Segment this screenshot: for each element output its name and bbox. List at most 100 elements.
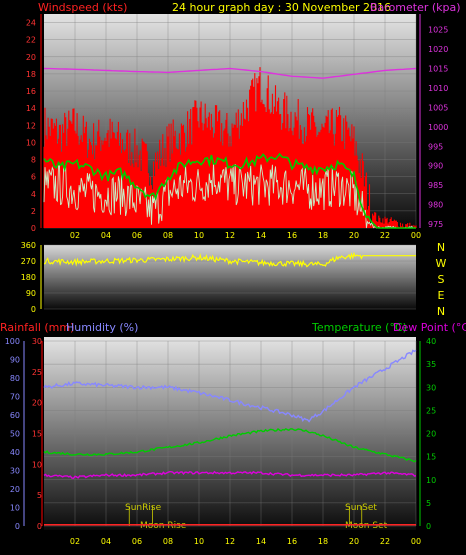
wind-x-tick-label: 06 bbox=[132, 231, 142, 240]
dewpoint-axis-title: Dew Point (°C) bbox=[393, 321, 466, 334]
temperature-tick-label: 10 bbox=[426, 476, 436, 485]
wind-x-tick-label: 20 bbox=[349, 231, 359, 240]
temperature-tick-label: 25 bbox=[426, 406, 436, 415]
chart-title: 24 hour graph day : 30 November 2016 bbox=[172, 1, 391, 14]
temp-x-tick-label: 00 bbox=[411, 537, 421, 546]
rainfall-axis-title: Rainfall (mm) bbox=[0, 321, 74, 334]
windspeed-tick-label: 14 bbox=[26, 104, 36, 113]
direction-tick-label: 0 bbox=[31, 305, 36, 314]
windspeed-tick-label: 16 bbox=[26, 87, 36, 96]
temperature-tick-label: 15 bbox=[426, 453, 436, 462]
rainfall-tick-label: 5 bbox=[37, 491, 42, 500]
windspeed-tick-label: 22 bbox=[26, 36, 36, 45]
temperature-axis-title: Temperature (°C) bbox=[311, 321, 407, 334]
compass-label-n-bottom: N bbox=[437, 305, 445, 318]
barometer-tick-label: 990 bbox=[428, 162, 443, 171]
temperature-tick-label: 40 bbox=[426, 337, 436, 346]
humidity-tick-label: 40 bbox=[10, 448, 20, 457]
humidity-tick-label: 90 bbox=[10, 356, 20, 365]
temperature-tick-label: 5 bbox=[426, 499, 431, 508]
barometer-series bbox=[43, 67, 417, 79]
temperature-tick-label: 0 bbox=[426, 522, 431, 531]
direction-tick-label: 90 bbox=[26, 289, 36, 298]
temp-x-tick-label: 22 bbox=[380, 537, 390, 546]
wind-direction-series bbox=[43, 251, 416, 268]
wind-speed-series bbox=[43, 162, 417, 229]
windspeed-tick-label: 24 bbox=[26, 19, 36, 28]
humidity-tick-label: 20 bbox=[10, 485, 20, 494]
rainfall-tick-label: 0 bbox=[37, 522, 42, 531]
humidity-tick-label: 10 bbox=[10, 504, 20, 513]
humidity-tick-label: 100 bbox=[5, 337, 20, 346]
wind-x-tick-label: 02 bbox=[70, 231, 80, 240]
rainfall-tick-label: 30 bbox=[32, 337, 42, 346]
windspeed-tick-label: 2 bbox=[31, 207, 36, 216]
sunset-label: SunSet bbox=[345, 503, 377, 513]
wind-x-tick-label: 22 bbox=[380, 231, 390, 240]
wind-x-tick-label: 14 bbox=[256, 231, 266, 240]
barometer-tick-label: 1015 bbox=[428, 64, 448, 73]
temp-x-tick-label: 14 bbox=[256, 537, 266, 546]
compass-label-e: E bbox=[438, 289, 445, 302]
compass-label-w: W bbox=[436, 257, 447, 270]
wind-x-tick-label: 00 bbox=[411, 231, 421, 240]
temp-x-tick-label: 12 bbox=[225, 537, 235, 546]
humidity-series bbox=[43, 349, 417, 423]
wind-x-tick-label: 04 bbox=[101, 231, 111, 240]
rainfall-tick-label: 15 bbox=[32, 430, 42, 439]
rainfall-tick-label: 25 bbox=[32, 368, 42, 377]
rainfall-tick-label: 20 bbox=[32, 399, 42, 408]
windspeed-tick-label: 0 bbox=[31, 224, 36, 233]
humidity-axis-title: Humidity (%) bbox=[66, 321, 138, 334]
humidity-tick-label: 80 bbox=[10, 374, 20, 383]
windspeed-tick-label: 20 bbox=[26, 53, 36, 62]
humidity-tick-label: 0 bbox=[15, 522, 20, 531]
windspeed-tick-label: 8 bbox=[31, 156, 36, 165]
humidity-tick-label: 30 bbox=[10, 467, 20, 476]
windspeed-tick-label: 10 bbox=[26, 138, 36, 147]
temperature-tick-label: 35 bbox=[426, 360, 436, 369]
humidity-tick-label: 50 bbox=[10, 430, 20, 439]
barometer-tick-label: 980 bbox=[428, 201, 443, 210]
humidity-tick-label: 60 bbox=[10, 411, 20, 420]
barometer-tick-label: 1020 bbox=[428, 45, 448, 54]
windspeed-tick-label: 6 bbox=[31, 173, 36, 182]
direction-tick-label: 360 bbox=[21, 241, 36, 250]
barometer-tick-label: 1025 bbox=[428, 26, 448, 35]
temp-x-tick-label: 08 bbox=[163, 537, 173, 546]
barometer-tick-label: 1005 bbox=[428, 103, 448, 112]
barometer-tick-label: 975 bbox=[428, 220, 443, 229]
barometer-tick-label: 1000 bbox=[428, 123, 448, 132]
temp-x-tick-label: 16 bbox=[287, 537, 297, 546]
temp-x-tick-label: 10 bbox=[194, 537, 204, 546]
direction-tick-label: 270 bbox=[21, 257, 36, 266]
barometer-axis-title: Barometer (kpa) bbox=[370, 1, 461, 14]
wind-x-tick-label: 12 bbox=[225, 231, 235, 240]
humidity-tick-label: 70 bbox=[10, 393, 20, 402]
temperature-series bbox=[43, 427, 417, 463]
sunrise-label: SunRise bbox=[125, 503, 162, 513]
windspeed-tick-label: 4 bbox=[31, 190, 36, 199]
temp-x-tick-label: 18 bbox=[318, 537, 328, 546]
compass-label-s: S bbox=[438, 273, 445, 286]
wind-x-tick-label: 16 bbox=[287, 231, 297, 240]
barometer-tick-label: 985 bbox=[428, 181, 443, 190]
barometer-tick-label: 995 bbox=[428, 142, 443, 151]
wind-average-series bbox=[43, 152, 416, 229]
wind-x-tick-label: 08 bbox=[163, 231, 173, 240]
windspeed-axis-title: Windspeed (kts) bbox=[38, 1, 127, 14]
temp-x-tick-label: 06 bbox=[132, 537, 142, 546]
temp-x-tick-label: 20 bbox=[349, 537, 359, 546]
barometer-tick-label: 1010 bbox=[428, 84, 448, 93]
dewpoint-series bbox=[43, 470, 417, 480]
wind-x-tick-label: 18 bbox=[318, 231, 328, 240]
temp-x-tick-label: 02 bbox=[70, 537, 80, 546]
windspeed-tick-label: 12 bbox=[26, 121, 36, 130]
compass-label-n-top: N bbox=[437, 241, 445, 254]
direction-tick-label: 180 bbox=[21, 273, 36, 282]
temp-x-tick-label: 04 bbox=[101, 537, 111, 546]
temperature-tick-label: 20 bbox=[426, 430, 436, 439]
rainfall-tick-label: 10 bbox=[32, 460, 42, 469]
